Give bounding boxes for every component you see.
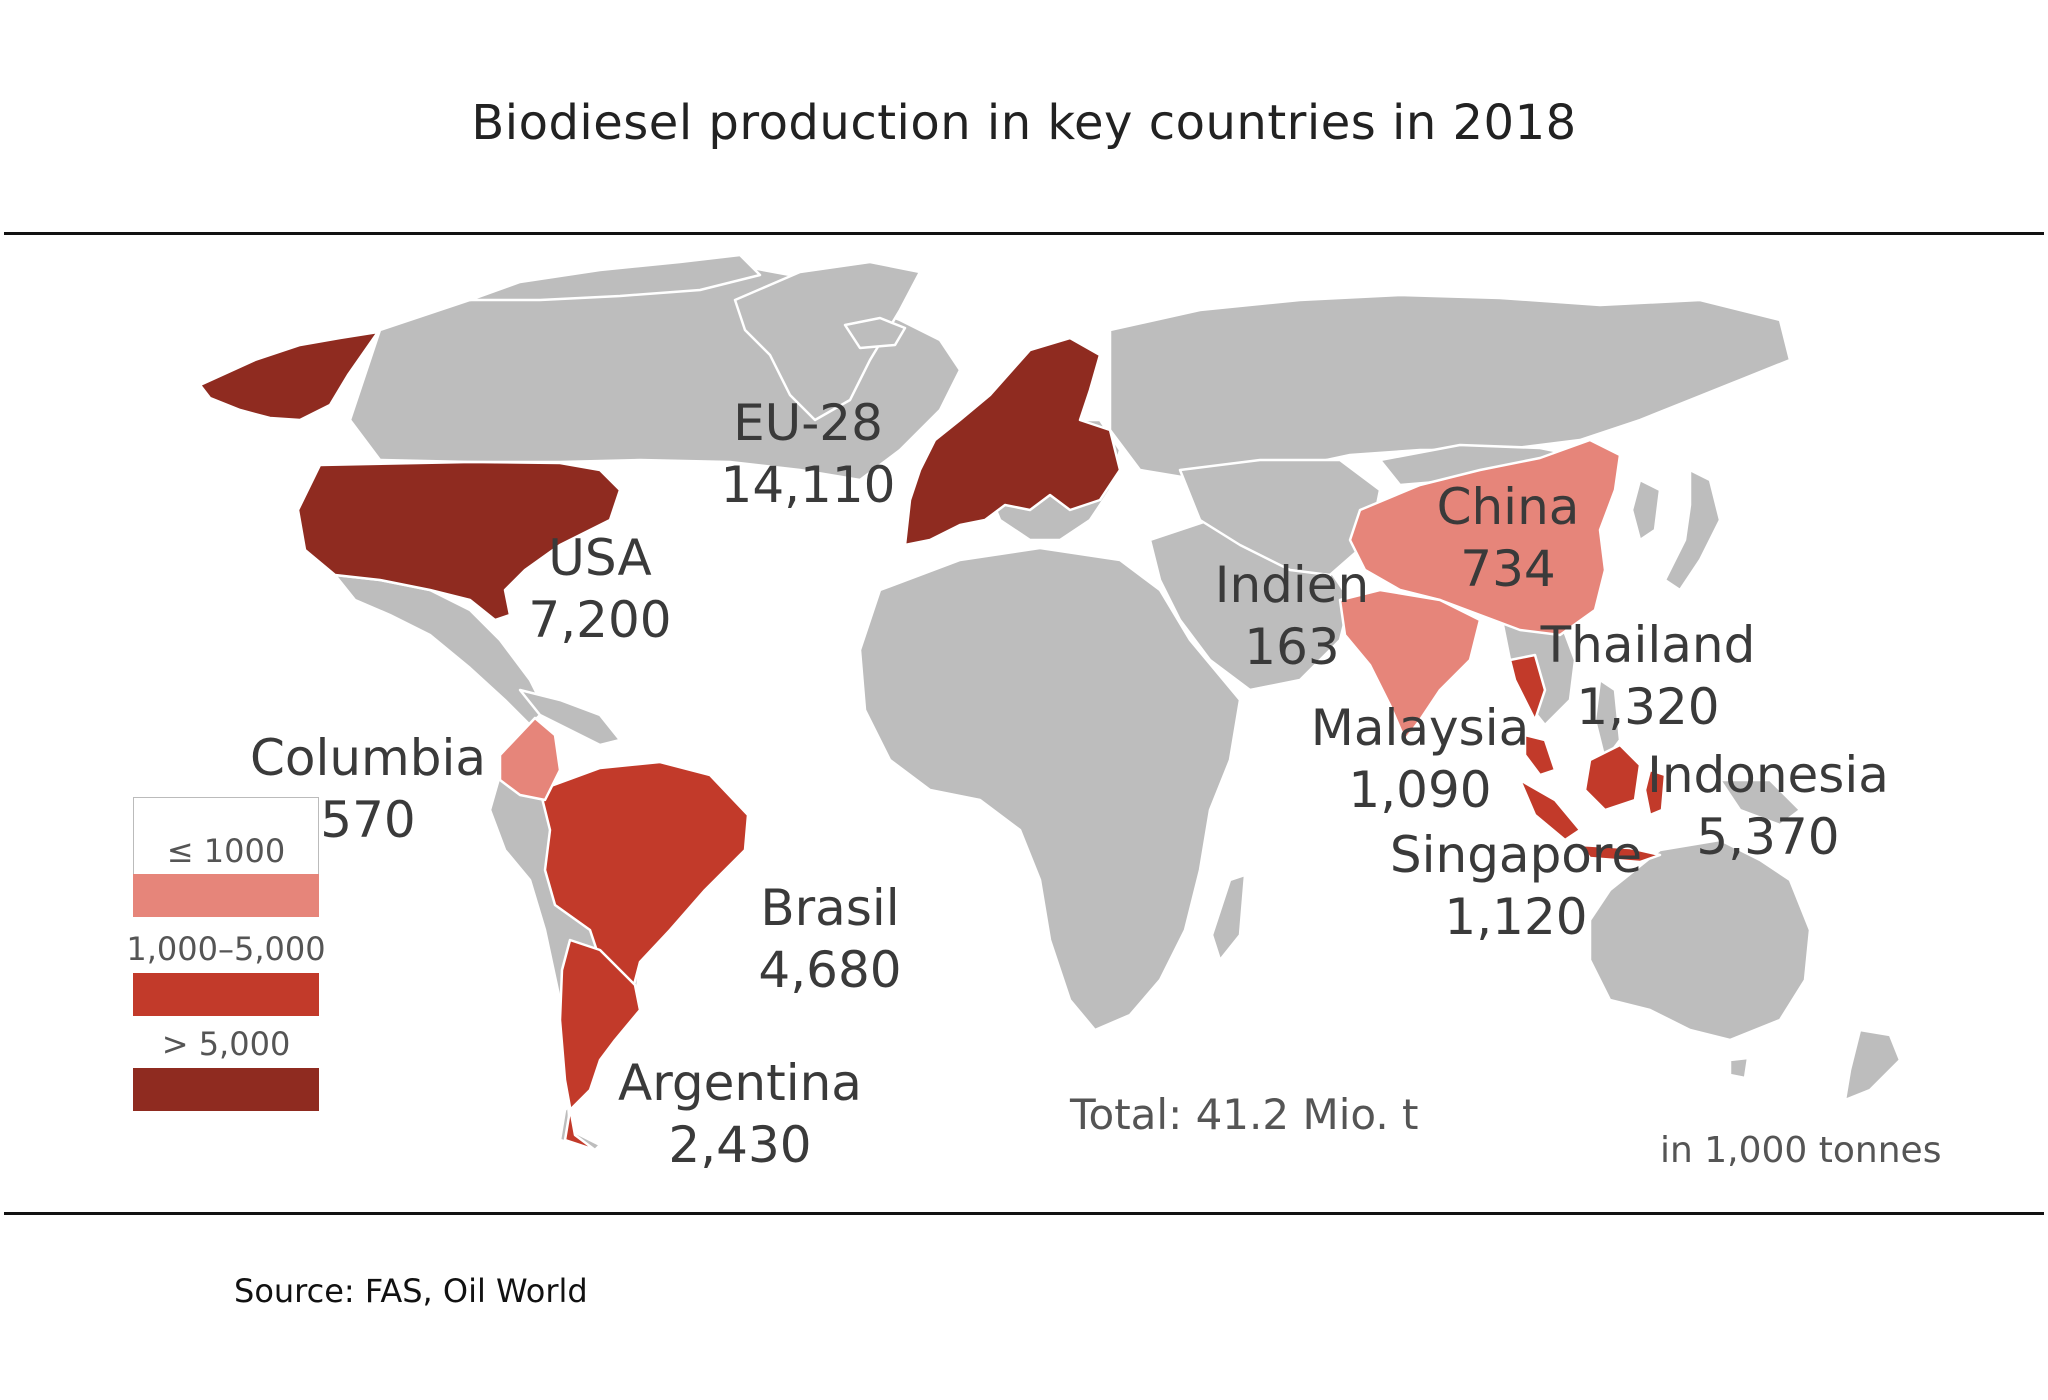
region-java bbox=[1578, 843, 1662, 864]
land-greenland bbox=[733, 260, 922, 422]
region-alaska bbox=[198, 330, 380, 422]
land-mexico bbox=[333, 573, 547, 727]
region-eu28 bbox=[903, 336, 1122, 547]
unit-label: in 1,000 tonnes bbox=[1660, 1130, 1942, 1171]
country-labels: USA 7,200 EU-28 14,110 Columbia 570 Bras… bbox=[250, 394, 1889, 1174]
land-new-zealand bbox=[1843, 1028, 1902, 1102]
label-indien-value: 163 bbox=[1244, 618, 1339, 676]
land-tasmania bbox=[1728, 1056, 1750, 1080]
label-columbia-value: 570 bbox=[320, 791, 415, 849]
label-columbia-name: Columbia bbox=[250, 729, 486, 787]
land-central-america bbox=[518, 688, 622, 747]
label-indonesia-value: 5,370 bbox=[1696, 808, 1839, 866]
label-argentina-value: 2,430 bbox=[668, 1116, 811, 1174]
bottom-divider bbox=[4, 1212, 2044, 1215]
region-usa bbox=[296, 460, 622, 622]
land-arctic-islands bbox=[468, 253, 762, 302]
region-china bbox=[1348, 438, 1622, 637]
label-eu28-name: EU-28 bbox=[733, 394, 883, 452]
region-indonesia bbox=[1518, 778, 1582, 842]
label-argentina-name: Argentina bbox=[618, 1054, 862, 1112]
label-thailand-value: 1,320 bbox=[1576, 678, 1719, 736]
label-brasil-name: Brasil bbox=[760, 879, 899, 937]
land-png bbox=[1718, 778, 1802, 827]
label-singapore-name: Singapore bbox=[1390, 826, 1642, 884]
source-label: Source: FAS, Oil World bbox=[234, 1272, 588, 1310]
producer-regions bbox=[198, 330, 1667, 1152]
label-thailand-name: Thailand bbox=[1540, 616, 1756, 674]
base-land bbox=[333, 253, 1902, 1152]
label-china-value: 734 bbox=[1460, 540, 1555, 598]
label-china-name: China bbox=[1437, 478, 1580, 536]
label-eu28-value: 14,110 bbox=[721, 456, 896, 514]
region-argentina bbox=[558, 938, 642, 1152]
legend-swatch-mid bbox=[133, 973, 319, 1016]
region-indien bbox=[1338, 588, 1482, 742]
land-korea bbox=[1630, 478, 1662, 542]
label-singapore-value: 1,120 bbox=[1444, 888, 1587, 946]
label-malaysia-value: 1,090 bbox=[1348, 761, 1491, 819]
region-thailand bbox=[1508, 653, 1547, 722]
legend-label-mid: 1,000–5,000 bbox=[126, 930, 326, 968]
label-brasil-value: 4,680 bbox=[758, 941, 901, 999]
region-columbia bbox=[498, 716, 562, 802]
land-australia bbox=[1588, 838, 1812, 1042]
label-indien-name: Indien bbox=[1215, 556, 1370, 614]
land-africa bbox=[858, 546, 1242, 1032]
land-iceland bbox=[843, 316, 907, 350]
region-sulawesi bbox=[1643, 768, 1667, 817]
land-japan bbox=[1663, 468, 1722, 592]
land-madagascar bbox=[1210, 873, 1247, 962]
region-malaysia bbox=[1523, 733, 1557, 777]
label-indonesia-name: Indonesia bbox=[1647, 746, 1889, 804]
chart-title: Biodiesel production in key countries in… bbox=[471, 95, 1577, 151]
top-divider bbox=[4, 232, 2044, 235]
legend-swatch-high bbox=[133, 1068, 319, 1111]
legend-label-high: > 5,000 bbox=[161, 1025, 291, 1063]
land-central-asia bbox=[1178, 458, 1382, 577]
legend-swatch-low bbox=[133, 874, 319, 917]
label-usa-value: 7,200 bbox=[528, 591, 671, 649]
total-label: Total: 41.2 Mio. t bbox=[1070, 1090, 1419, 1139]
label-malaysia-name: Malaysia bbox=[1311, 699, 1529, 757]
legend-label-low: ≤ 1000 bbox=[166, 832, 286, 870]
region-borneo bbox=[1583, 743, 1642, 812]
region-brasil bbox=[538, 760, 750, 1002]
label-usa-name: USA bbox=[548, 529, 651, 587]
